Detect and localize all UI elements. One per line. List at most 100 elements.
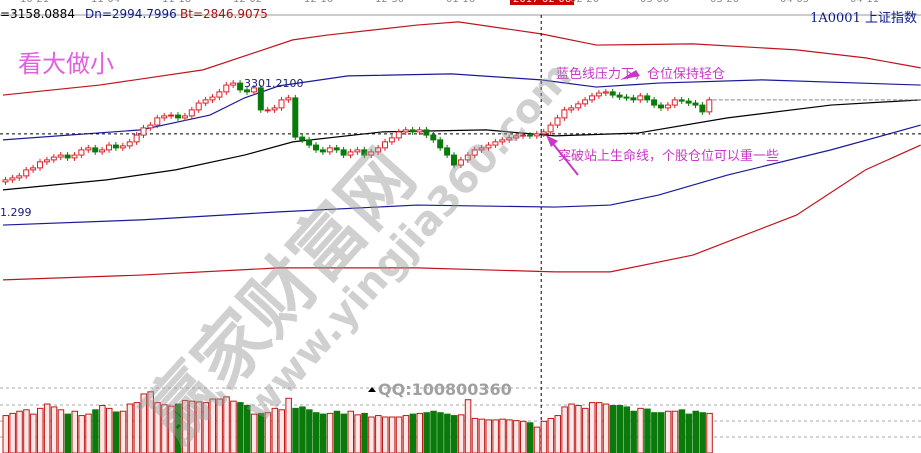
- candle: [430, 134, 437, 141]
- candle: [2, 179, 9, 183]
- candle: [554, 117, 561, 126]
- date-tick-label: 2017-02-06: [510, 0, 575, 5]
- volume-bar: [637, 407, 644, 453]
- candle: [319, 149, 326, 153]
- candle: [119, 145, 126, 149]
- volume-bar: [485, 419, 492, 453]
- bt-band-value: Bt=2846.9075: [180, 7, 268, 21]
- chart-title: 看大做小: [18, 50, 114, 78]
- candle: [451, 154, 457, 166]
- candle: [216, 91, 223, 98]
- candle: [181, 115, 188, 119]
- date-tick-label: 12-02: [233, 0, 262, 5]
- date-tick-label: 11-04: [91, 0, 120, 5]
- volume-bar: [430, 410, 437, 453]
- up-band-value: =3158.0884: [0, 7, 75, 21]
- candle: [257, 87, 264, 111]
- candle: [423, 129, 430, 136]
- volume-bar: [589, 402, 596, 453]
- volume-bar: [250, 413, 258, 453]
- candle: [340, 149, 347, 156]
- candle: [92, 147, 99, 153]
- volume-bar: [416, 412, 423, 453]
- candle: [202, 99, 209, 104]
- band-line-upper-outer: [2, 21, 921, 96]
- volume-bar: [706, 412, 713, 453]
- volume-bar: [92, 409, 99, 453]
- candle: [85, 147, 92, 151]
- volume-bar: [175, 403, 182, 453]
- candle: [71, 154, 78, 159]
- date-tick-label: 04-05: [780, 0, 809, 5]
- candle: [444, 147, 451, 156]
- candle: [499, 139, 506, 143]
- candle: [540, 131, 547, 135]
- candle: [395, 131, 402, 139]
- candle: [533, 133, 540, 137]
- volume-bar: [575, 404, 582, 453]
- volume-bar: [630, 410, 637, 453]
- candle: [575, 103, 582, 109]
- volume-bar: [2, 415, 9, 453]
- volume-bar: [133, 402, 141, 453]
- candle: [678, 99, 685, 102]
- candle: [175, 114, 181, 119]
- date-tick-label: 12-30: [375, 0, 404, 5]
- arrow-bottom-icon: [546, 135, 558, 147]
- volume-bar: [361, 412, 368, 453]
- candle: [64, 154, 71, 159]
- candle: [333, 147, 340, 151]
- candle: [278, 99, 285, 109]
- band-line-lower-inner: [2, 124, 921, 226]
- candle: [368, 151, 375, 156]
- volume-bar: [333, 410, 341, 453]
- volume-bar: [78, 415, 85, 453]
- candle: [699, 104, 706, 113]
- volume-bar: [492, 419, 499, 453]
- candle: [140, 127, 147, 136]
- candle: [99, 149, 106, 153]
- volume-bar: [540, 420, 548, 453]
- volume-bar: [161, 404, 168, 453]
- candle: [616, 94, 623, 98]
- candle: [630, 97, 637, 101]
- volume-bar: [582, 407, 589, 453]
- volume-bar: [326, 412, 334, 453]
- volume-bar: [99, 404, 106, 453]
- candle: [478, 147, 485, 151]
- volume-bar: [402, 415, 410, 453]
- volume-bar: [126, 403, 134, 453]
- candle: [244, 89, 250, 93]
- candle: [520, 134, 526, 137]
- candle: [623, 96, 630, 99]
- candle: [112, 144, 119, 149]
- candle: [471, 149, 478, 156]
- candle: [299, 136, 306, 141]
- candle: [382, 141, 388, 149]
- volume-bar: [57, 409, 65, 453]
- volume-bar: [561, 406, 568, 453]
- candle: [78, 149, 85, 156]
- candle: [361, 149, 368, 156]
- volume-bar: [181, 399, 189, 453]
- volume-bar: [664, 410, 672, 453]
- volume-bar: [375, 415, 382, 453]
- volume-bar: [651, 412, 658, 453]
- volume-bar: [595, 402, 603, 453]
- volume-bar: [202, 402, 210, 453]
- volume-bar: [388, 416, 396, 453]
- candle: [437, 139, 444, 149]
- candle: [43, 159, 50, 163]
- candle: [23, 169, 30, 177]
- index-code: 1A0001 上证指数: [810, 11, 917, 26]
- candle: [671, 99, 678, 106]
- low-price-label: 1.299: [0, 206, 32, 219]
- volume-bar: [658, 412, 665, 453]
- volume-bar: [671, 410, 679, 453]
- candle: [388, 137, 395, 143]
- candle: [57, 154, 64, 158]
- volume-bar: [382, 416, 389, 453]
- candle: [595, 92, 602, 97]
- volume-bar: [520, 420, 527, 453]
